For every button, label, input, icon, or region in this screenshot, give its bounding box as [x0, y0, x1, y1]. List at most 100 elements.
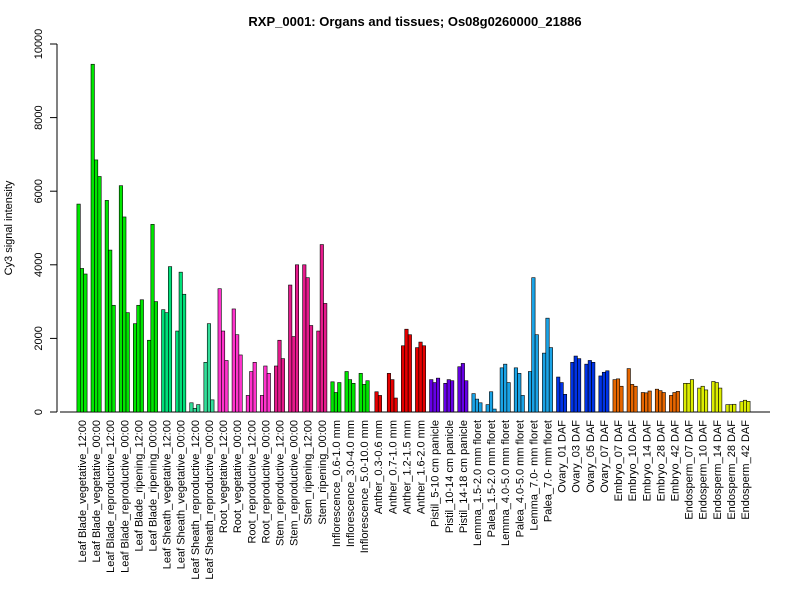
- x-tick-label: Root_vegetative_00:00: [232, 420, 244, 533]
- bar: [80, 268, 85, 413]
- bar: [686, 382, 691, 413]
- x-tick-label: Root_reproductive_12:00: [246, 420, 258, 544]
- bar: [415, 347, 420, 413]
- bar: [365, 380, 370, 413]
- bar: [689, 379, 694, 413]
- bar: [612, 379, 617, 413]
- y-tick-label: 10000: [33, 29, 45, 60]
- x-tick-label: Embryo_28 DAF: [655, 420, 667, 502]
- bar: [704, 389, 709, 413]
- x-tick-label: Leaf Blade_vegetative_12:00: [77, 420, 89, 563]
- bar: [559, 382, 564, 413]
- bar: [527, 371, 532, 413]
- bar: [746, 401, 751, 413]
- bar: [492, 408, 497, 413]
- bar: [534, 334, 539, 413]
- x-tick-label: Stem_reproductive_00:00: [289, 420, 301, 546]
- bar: [587, 360, 592, 413]
- x-tick-label: Palea_7.0- mm floret: [543, 420, 555, 522]
- bar: [531, 277, 536, 413]
- bar: [457, 366, 462, 413]
- bar: [471, 393, 476, 413]
- bar: [661, 392, 666, 413]
- bar: [591, 362, 596, 413]
- bar: [111, 304, 116, 413]
- bar: [164, 312, 169, 413]
- x-tick-label: Leaf Blade_ripening_12:00: [133, 420, 145, 552]
- bar: [125, 312, 130, 413]
- y-tick-label: 6000: [33, 179, 45, 203]
- x-tick-label: Pistil_10-14 cm panicle: [444, 420, 456, 533]
- bar: [570, 362, 575, 413]
- bar: [432, 382, 437, 413]
- bar: [319, 244, 324, 413]
- bar: [274, 365, 279, 413]
- bar: [333, 392, 338, 413]
- bar: [626, 368, 631, 413]
- bar: [633, 385, 638, 413]
- bar: [108, 249, 113, 413]
- x-tick-label: Root_vegetative_12:00: [218, 420, 230, 533]
- x-tick-label: Ovary_05 DAF: [585, 420, 597, 493]
- bar: [136, 304, 141, 413]
- x-tick-label: Stem_ripening_12:00: [303, 420, 315, 525]
- bar: [728, 404, 733, 413]
- bar: [288, 284, 293, 413]
- bar: [474, 398, 479, 413]
- bar: [266, 373, 271, 413]
- bar: [196, 404, 201, 413]
- x-tick-label: Stem_ripening_00:00: [317, 420, 329, 525]
- bar: [573, 355, 578, 413]
- y-axis-ticks: 0 2000 4000 6000 8000 10000: [33, 29, 57, 415]
- x-tick-label: Stem_reproductive_12:00: [274, 420, 286, 546]
- y-tick-label: 4000: [33, 253, 45, 277]
- x-tick-label: Pistil_14-18 cm panicle: [458, 420, 470, 533]
- bar: [711, 381, 716, 413]
- bar: [506, 382, 511, 413]
- x-tick-label: Endosperm_14 DAF: [712, 420, 724, 520]
- bar: [732, 403, 737, 413]
- bar: [601, 371, 606, 413]
- bar: [478, 402, 483, 413]
- bar: [407, 334, 412, 413]
- bar: [362, 384, 367, 413]
- bar: [76, 203, 81, 413]
- bar: [460, 363, 465, 413]
- bar: [640, 392, 645, 413]
- bar: [742, 399, 747, 413]
- y-tick-label: 0: [33, 409, 45, 415]
- bar: [429, 379, 434, 413]
- bar: [450, 380, 455, 413]
- bar: [294, 264, 299, 413]
- x-tick-label: Embryo_07 DAF: [613, 420, 625, 502]
- bar: [238, 354, 243, 413]
- bar: [386, 373, 391, 413]
- bar: [616, 378, 621, 413]
- bar: [503, 363, 508, 413]
- bar: [189, 402, 194, 413]
- bar: [280, 358, 285, 413]
- bar: [337, 382, 342, 413]
- bars: [76, 63, 751, 413]
- bar: [584, 363, 589, 413]
- bar: [150, 224, 155, 413]
- x-tick-label: Lemma_4.0-5.0 mm floret: [500, 420, 512, 546]
- x-tick-label: Leaf Sheath_reproductive_00:00: [204, 420, 216, 580]
- x-tick-label: Leaf Blade_ripening_00:00: [148, 420, 160, 552]
- bar: [545, 317, 550, 413]
- bar: [374, 391, 379, 413]
- x-tick-label: Anther_0.7-1.0 mm: [387, 420, 399, 514]
- bar: [210, 399, 215, 413]
- y-tick-label: 8000: [33, 105, 45, 129]
- x-tick-label: Pistil_5-10 cm panicle: [430, 420, 442, 527]
- y-axis-label: Cy3 signal intensity: [3, 180, 15, 275]
- x-tick-label: Endosperm_10 DAF: [698, 420, 710, 520]
- x-tick-label: Palea_1.5-2.0 mm floret: [486, 420, 498, 537]
- bar: [330, 381, 335, 413]
- bar: [182, 293, 187, 413]
- bar: [192, 408, 197, 413]
- x-tick-label: Inflorescence_3.0-4.0 mm: [345, 420, 357, 547]
- bar: [630, 384, 635, 413]
- bar: [224, 360, 229, 413]
- bar: [619, 385, 624, 413]
